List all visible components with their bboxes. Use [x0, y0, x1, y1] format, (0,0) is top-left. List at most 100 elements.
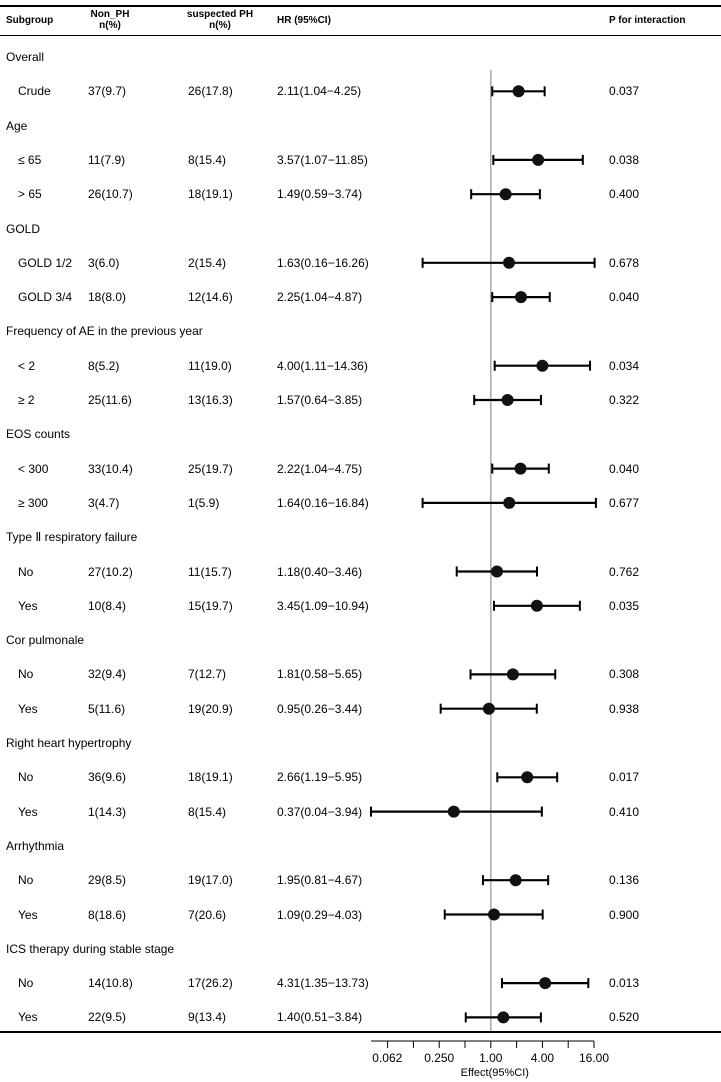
- p-interaction-value: 0.136: [609, 873, 640, 888]
- subgroup-label: Yes: [18, 907, 38, 922]
- hr-point: [499, 188, 512, 201]
- non-ph-value: 11(7.9): [88, 152, 126, 167]
- suspected-ph-value: 8(15.4): [188, 804, 227, 819]
- x-axis-label: Effect(95%CI): [461, 1067, 529, 1079]
- hr-ci-value: 1.49(0.59−3.74): [277, 187, 363, 202]
- x-tick-label: 0.062: [372, 1051, 402, 1065]
- subgroup-label: No: [18, 873, 34, 888]
- col-header-p-interaction: P for interaction: [609, 15, 686, 26]
- top-rule: [0, 5, 721, 7]
- suspected-ph-value: 11(19.0): [188, 358, 232, 373]
- p-interaction-value: 0.762: [609, 564, 640, 579]
- subgroup-label: No: [18, 976, 34, 991]
- non-ph-value: 18(8.0): [88, 290, 127, 305]
- p-interaction-value: 0.037: [609, 84, 640, 99]
- subgroup-label: ≤ 65: [18, 152, 42, 167]
- p-interaction-value: 0.308: [609, 667, 640, 682]
- suspected-ph-value: 19(20.9): [188, 701, 233, 716]
- subgroup-label: No: [18, 770, 34, 785]
- suspected-ph-value: 2(15.4): [188, 255, 227, 270]
- suspected-ph-value: 17(26.2): [188, 976, 233, 991]
- p-interaction-value: 0.677: [609, 495, 640, 510]
- hr-point: [530, 599, 543, 612]
- subgroup-label: ≥ 2: [18, 393, 35, 407]
- hr-point: [503, 496, 516, 509]
- hr-point: [447, 805, 460, 818]
- suspected-ph-value: 26(17.8): [188, 84, 233, 99]
- subgroup-header: Cor pulmonale: [6, 633, 85, 648]
- subgroup-header: Arrhythmia: [6, 838, 65, 853]
- col-header-non-ph-line1: Non_PH: [90, 9, 130, 20]
- header-rule: [0, 35, 721, 36]
- p-interaction-value: 0.400: [609, 187, 640, 202]
- suspected-ph-value: 12(14.6): [188, 290, 233, 305]
- suspected-ph-value: 18(19.1): [188, 187, 233, 202]
- hr-point: [488, 908, 501, 921]
- hr-ci-value: 2.25(1.04−4.87): [277, 290, 363, 305]
- non-ph-value: 1(14.3): [88, 804, 127, 819]
- non-ph-value: 5(11.6): [88, 701, 126, 716]
- non-ph-value: 8(5.2): [88, 358, 120, 373]
- subgroup-header: EOS counts: [6, 427, 71, 442]
- hr-ci-value: 1.63(0.16−16.26): [277, 255, 369, 270]
- subgroup-header: Age: [6, 118, 28, 133]
- p-interaction-value: 0.900: [609, 907, 640, 922]
- subgroup-header: Type Ⅱ respiratory failure: [6, 530, 138, 545]
- hr-ci-value: 2.66(1.19−5.95): [277, 770, 363, 785]
- x-tick-label: 0.250: [424, 1051, 454, 1065]
- subgroup-header: Right heart hypertrophy: [6, 736, 132, 750]
- hr-point: [514, 462, 527, 475]
- col-header-hr: HR (95%CI): [277, 15, 331, 26]
- subgroup-header: Frequency of AE in the previous year: [6, 324, 203, 339]
- hr-point: [512, 85, 525, 98]
- p-interaction-value: 0.038: [609, 152, 640, 167]
- suspected-ph-value: 11(15.7): [188, 564, 232, 579]
- col-header-suspected-ph-line1: suspected PH: [186, 9, 254, 20]
- bottom-rule: [0, 1031, 721, 1033]
- hr-ci-value: 0.37(0.04−3.94): [277, 804, 363, 819]
- hr-point: [482, 702, 495, 715]
- non-ph-value: 8(18.6): [88, 907, 127, 922]
- p-interaction-value: 0.410: [609, 804, 640, 819]
- non-ph-value: 26(10.7): [88, 187, 133, 202]
- p-interaction-value: 0.017: [609, 770, 640, 785]
- p-interaction-value: 0.040: [609, 290, 640, 305]
- col-header-non-ph: Non_PH n(%): [80, 9, 140, 31]
- hr-point: [536, 359, 549, 372]
- p-interaction-value: 0.013: [609, 976, 640, 991]
- subgroup-label: Yes: [18, 804, 38, 819]
- p-interaction-value: 0.035: [609, 598, 640, 613]
- suspected-ph-value: 7(12.7): [188, 667, 227, 682]
- subgroup-label: Crude: [18, 84, 51, 99]
- hr-ci-value: 1.40(0.51−3.84): [277, 1010, 363, 1025]
- hr-point: [509, 874, 522, 887]
- subgroup-label: < 300: [18, 461, 49, 476]
- subgroup-label: Yes: [18, 598, 38, 613]
- non-ph-value: 33(10.4): [88, 461, 133, 476]
- non-ph-value: 37(9.7): [88, 84, 127, 99]
- suspected-ph-value: 13(16.3): [188, 393, 233, 407]
- hr-point: [497, 1011, 510, 1024]
- subgroup-label: < 2: [18, 358, 36, 373]
- suspected-ph-value: 15(19.7): [188, 598, 233, 613]
- hr-point: [490, 565, 503, 578]
- subgroup-label: No: [18, 667, 34, 682]
- col-header-subgroup: Subgroup: [6, 15, 54, 26]
- subgroup-label: ≥ 300: [18, 495, 48, 510]
- col-header-non-ph-line2: n(%): [99, 20, 121, 31]
- subgroup-header: GOLD: [6, 221, 41, 236]
- suspected-ph-value: 19(17.0): [188, 873, 233, 888]
- hr-ci-value: 2.22(1.04−4.75): [277, 461, 363, 476]
- subgroup-label: Yes: [18, 701, 38, 716]
- hr-point: [514, 291, 527, 304]
- hr-point: [539, 977, 552, 990]
- p-interaction-value: 0.678: [609, 255, 640, 270]
- suspected-ph-value: 18(19.1): [188, 770, 233, 785]
- hr-point: [502, 256, 515, 269]
- p-interaction-value: 0.520: [609, 1010, 640, 1025]
- hr-point: [501, 394, 514, 406]
- suspected-ph-value: 9(13.4): [188, 1010, 227, 1025]
- suspected-ph-value: 8(15.4): [188, 152, 227, 167]
- hr-point: [521, 771, 534, 784]
